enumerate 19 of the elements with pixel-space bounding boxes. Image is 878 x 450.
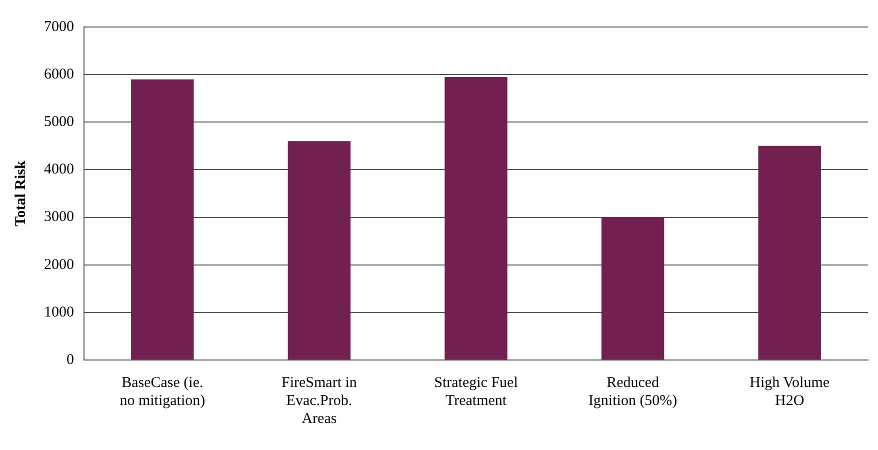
y-tick-label: 6000: [44, 66, 74, 83]
y-tick-label: 7000: [44, 18, 74, 35]
bar: [131, 79, 194, 360]
y-tick-label: 1000: [44, 304, 74, 320]
x-tick-label: High Volume H2O: [750, 374, 830, 409]
y-tick-label: 3000: [44, 209, 74, 226]
bar: [758, 146, 821, 360]
y-tick-label: 0: [66, 352, 74, 368]
bar: [444, 76, 508, 360]
y-tick-label: 4000: [44, 162, 74, 178]
x-tick-label: Strategic Fuel Treatment: [434, 374, 518, 409]
x-tick-label: FireSmart in Evac.Prob. Areas: [281, 374, 358, 427]
x-tick-label: Reduced Ignition (50%): [588, 374, 678, 409]
bar: [601, 217, 664, 360]
x-tick-label: BaseCase (ie. no mitigation): [120, 374, 206, 409]
y-tick-label: 2000: [44, 256, 74, 273]
y-tick-label: 5000: [44, 114, 74, 130]
bar: [288, 141, 351, 360]
y-axis-title: Total Risk: [12, 160, 29, 226]
